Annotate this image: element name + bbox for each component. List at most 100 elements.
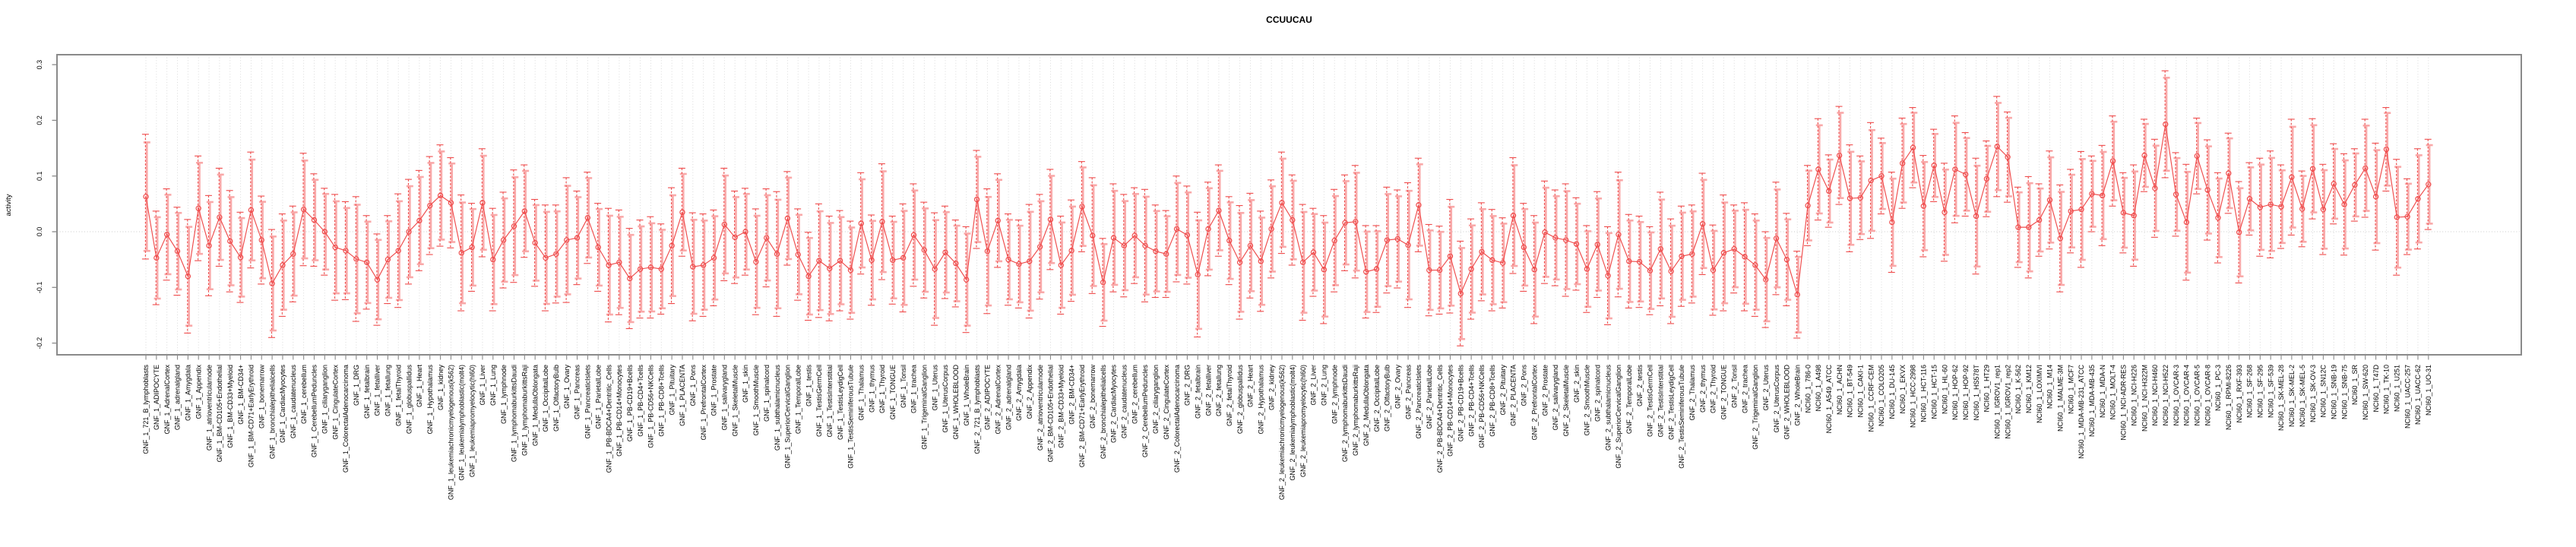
x-category-label: GNF_1_Ovary (563, 365, 571, 409)
data-point (2278, 204, 2284, 210)
x-category-label: NCI60_1_786-0 (1804, 365, 1812, 413)
data-point (1205, 226, 1211, 232)
data-point (900, 255, 907, 261)
data-point (427, 202, 433, 209)
x-category-label: GNF_1_ADIPOCYTE (153, 365, 160, 430)
x-category-label: GNF_1_AdrenalCortex (163, 365, 171, 435)
data-point (374, 277, 381, 283)
x-category-label: GNF_2_ParietalLobe (1426, 365, 1433, 429)
data-point (1889, 219, 1895, 226)
data-point (448, 200, 454, 206)
data-point (521, 208, 528, 214)
data-point (2204, 187, 2210, 193)
data-point (1016, 261, 1022, 267)
x-category-label: GNF_1_PB-CD19+Bcells (626, 365, 634, 442)
data-point (1773, 236, 1780, 242)
x-category-label: GNF_2_PB-CD4+Tcells (1467, 365, 1475, 437)
data-point (1416, 202, 1422, 208)
x-category-label: NCI60_1_RXF-393 (2236, 365, 2243, 423)
x-category-label: GNF_1_BM-CD34+ (237, 365, 245, 425)
data-point (437, 192, 444, 199)
data-point (2036, 217, 2043, 223)
data-point (2236, 229, 2242, 236)
data-point (564, 237, 570, 243)
data-point (1236, 259, 1243, 265)
data-point (1794, 292, 1800, 298)
data-point (710, 255, 717, 261)
x-category-label: GNF_2_fetalThyroid (1226, 365, 1233, 426)
data-point (2415, 196, 2421, 202)
x-category-label: GNF_1_thymus (868, 365, 875, 413)
x-category-label: GNF_1_UterusCorpus (941, 365, 949, 433)
x-category-label: GNF_1_skin (742, 365, 749, 403)
data-point (679, 209, 685, 216)
x-category-label: NCI60_1_NCI-H460 (2151, 365, 2159, 426)
x-category-label: GNF_2_MedullaOblongata (1362, 365, 1370, 446)
x-category-label: GNF_2_CerebellumPeduncles (1141, 365, 1149, 458)
data-point (805, 273, 812, 280)
data-point (764, 235, 770, 241)
x-category-label: GNF_1_WholeBrain (963, 365, 970, 426)
data-point (1384, 237, 1391, 243)
data-point (1110, 235, 1117, 241)
data-point (332, 244, 338, 251)
x-category-label: GNF_2_BM-CD34+ (1068, 365, 1075, 425)
data-point (2163, 121, 2169, 128)
data-point (2246, 196, 2253, 202)
x-category-label: NCI60_1_M14 (2046, 365, 2054, 409)
x-category-label: GNF_2_Uterus (1762, 365, 1770, 411)
data-point (816, 258, 822, 264)
x-category-label: GNF_2_PB-CD14+Monocytes (1447, 365, 1454, 457)
x-category-label: GNF_2_WHOLEBLOOD (1783, 365, 1791, 440)
data-point (1742, 254, 1748, 260)
data-point (1510, 213, 1517, 219)
x-category-label: NCI60_1_TK-10 (2383, 365, 2391, 414)
x-category-label: GNF_2_PB-CD19+Bcells (1457, 365, 1465, 442)
x-category-label: GNF_2_CingulateCortex (1163, 365, 1170, 440)
data-point (258, 237, 264, 243)
x-category-label: GNF_1_SmoothMuscle (752, 365, 760, 436)
data-point (2320, 207, 2327, 213)
data-point (1521, 244, 1527, 251)
x-category-label: GNF_2_trachea (1741, 365, 1748, 413)
data-point (543, 255, 549, 261)
data-point (458, 250, 464, 256)
data-point (2089, 191, 2095, 197)
x-category-label: GNF_1_TestisInterstitial (826, 365, 834, 438)
x-category-label: GNF_2_PancreaticIslets (1415, 365, 1422, 439)
x-category-label: GNF_2_BM-CD105+Endothelial (1047, 365, 1055, 462)
x-category-label: GNF_1_WHOLEBLOOD (952, 365, 960, 440)
plot-box (56, 54, 2522, 356)
data-point (2141, 152, 2147, 159)
data-point (479, 200, 486, 206)
x-category-label: NCI60_1_T47D (2372, 365, 2380, 413)
data-point (1826, 188, 1832, 194)
x-category-label: GNF_1_bronchialepithelialcells (268, 365, 276, 460)
data-point (574, 235, 581, 241)
data-point (1131, 232, 1138, 239)
x-category-label: GNF_2_PLACENTA (1510, 365, 1517, 426)
x-category-label: GNF_1_salivarygland (721, 365, 729, 431)
x-category-label: GNF_2_BM-CD71+EarlyErythroid (1078, 365, 1086, 467)
data-point (2226, 170, 2232, 176)
x-category-label: GNF_1_leukemiapromyelocytic(hl60) (468, 365, 476, 477)
x-category-label: GNF_1_TrigeminalGanglion (921, 365, 929, 450)
x-category-label: GNF_2_721_B_lymphoblasts (973, 365, 981, 454)
data-point (1941, 209, 1948, 216)
x-category-label: NCI60_1_HCC-2998 (1910, 365, 1917, 428)
data-point (1783, 256, 1790, 263)
data-point (1763, 277, 1769, 283)
data-point (1573, 241, 1580, 247)
data-point (2068, 208, 2074, 214)
x-category-label: GNF_1_PrefrontalCortex (700, 365, 707, 441)
data-point (1973, 213, 1979, 220)
data-point (1963, 171, 1969, 178)
x-category-label: GNF_1_Lung (489, 365, 497, 406)
data-point (1005, 256, 1011, 263)
x-category-label: GNF_2_PB-CD8+Tcells (1489, 365, 1496, 437)
data-point (1321, 267, 1328, 273)
data-point (700, 262, 707, 268)
x-category-label: NCI60_1_IGROV1_rep2 (2004, 365, 2011, 439)
x-category-label: GNF_1_PancreaticIslets (584, 365, 592, 439)
data-point (1058, 262, 1064, 268)
